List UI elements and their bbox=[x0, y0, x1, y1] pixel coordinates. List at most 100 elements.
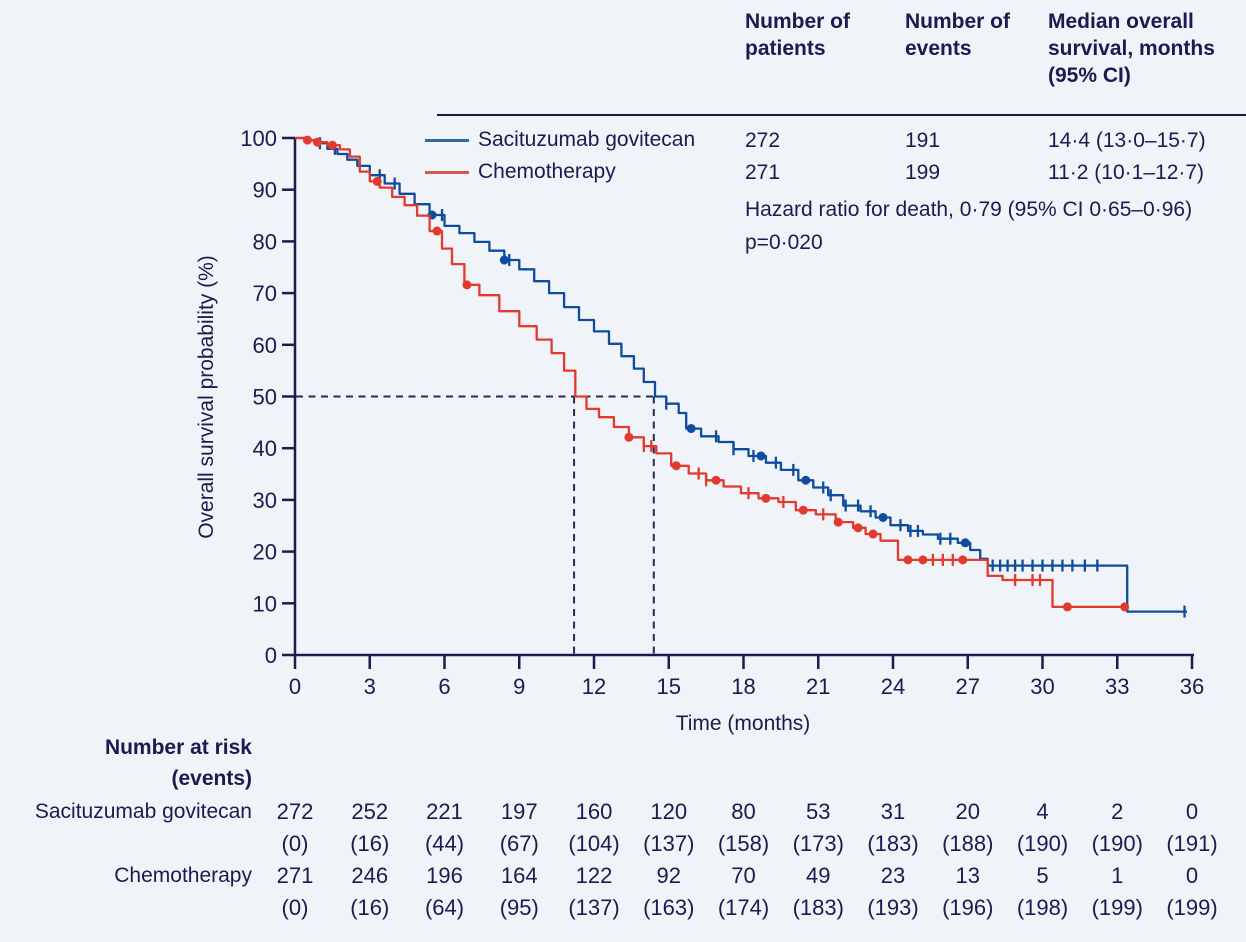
risk-cell: 122 bbox=[575, 863, 613, 888]
sacituzumab-median-os: 14·4 (13·0–15·7) bbox=[1048, 129, 1206, 152]
y-tick-label: 30 bbox=[253, 488, 277, 513]
risk-cell: (64) bbox=[424, 895, 465, 920]
risk-cell: 92 bbox=[656, 863, 681, 888]
risk-cell: (174) bbox=[717, 895, 770, 920]
x-tick-label: 33 bbox=[1105, 674, 1129, 699]
y-tick-label: 70 bbox=[253, 281, 277, 306]
risk-cell: (190) bbox=[1016, 831, 1069, 856]
risk-cell: 197 bbox=[500, 799, 538, 824]
y-tick-label: 80 bbox=[253, 229, 277, 254]
risk-cell: 246 bbox=[351, 863, 389, 888]
y-tick-label: 40 bbox=[253, 436, 277, 461]
x-tick-label: 15 bbox=[657, 674, 681, 699]
risk-row-sacituzumab-govitecan-counts: 272 252 221 197 160 120 80 53 31 20 4 2 0 bbox=[258, 799, 1230, 825]
col-header-number-of-patients: Number of patients bbox=[745, 10, 850, 60]
risk-cell: (0) bbox=[281, 831, 309, 856]
event-marker-chemotherapy bbox=[462, 280, 472, 290]
y-tick-label: 20 bbox=[253, 540, 277, 565]
x-tick-label: 0 bbox=[289, 674, 301, 699]
event-marker-sacituzumab-govitecan bbox=[756, 451, 766, 461]
x-tick-label: 18 bbox=[731, 674, 755, 699]
sacituzumab-n-events: 191 bbox=[905, 129, 941, 152]
col-header-number-of-events: Number of events bbox=[905, 10, 1010, 60]
risk-cell: (16) bbox=[350, 895, 390, 920]
risk-cell: 5 bbox=[1036, 863, 1049, 888]
event-marker-chemotherapy bbox=[624, 432, 634, 442]
chemotherapy-median-os: 11·2 (10·1–12·7) bbox=[1048, 161, 1205, 184]
event-marker-sacituzumab-govitecan bbox=[801, 475, 811, 485]
risk-cell: 31 bbox=[880, 799, 906, 824]
risk-cell: 4 bbox=[1036, 799, 1049, 824]
risk-cell: 164 bbox=[500, 863, 538, 888]
risk-cell: 0 bbox=[1185, 863, 1199, 888]
risk-cell: (196) bbox=[942, 895, 994, 920]
x-tick-label: 30 bbox=[1030, 674, 1054, 699]
x-tick-label: 3 bbox=[364, 674, 376, 699]
chemotherapy-n-patients: 271 bbox=[745, 161, 781, 184]
p-value-text: p=0·020 bbox=[745, 231, 823, 254]
stats-table-divider bbox=[437, 114, 1246, 116]
risk-cell: (183) bbox=[792, 895, 844, 920]
risk-cell: 70 bbox=[731, 863, 756, 888]
y-tick-label: 100 bbox=[240, 126, 277, 151]
risk-row-chemotherapy-counts: 271 246 196 164 122 92 70 49 23 13 5 1 0 bbox=[258, 863, 1230, 889]
event-marker-chemotherapy bbox=[1062, 602, 1072, 612]
x-tick-label: 21 bbox=[806, 674, 830, 699]
event-marker-chemotherapy bbox=[903, 555, 913, 565]
y-tick-label: 0 bbox=[265, 643, 277, 668]
risk-cell: 221 bbox=[426, 799, 463, 824]
risk-cell: 53 bbox=[806, 799, 831, 824]
risk-cell: (67) bbox=[499, 831, 539, 856]
y-tick-label: 60 bbox=[253, 333, 277, 358]
event-marker-chemotherapy bbox=[432, 226, 442, 236]
risk-cell: 0 bbox=[1185, 799, 1199, 824]
risk-cell: (137) bbox=[568, 895, 620, 920]
event-marker-chemotherapy bbox=[761, 493, 771, 503]
legend-line-chemotherapy bbox=[425, 171, 469, 174]
chemotherapy-n-events: 199 bbox=[905, 161, 941, 184]
sacituzumab-n-patients: 272 bbox=[745, 129, 781, 152]
x-tick-label: 27 bbox=[956, 674, 980, 699]
legend-line-sacituzumab bbox=[425, 139, 469, 142]
risk-cell: (163) bbox=[643, 895, 695, 920]
risk-cell: 120 bbox=[650, 799, 688, 824]
legend-label-chemotherapy: Chemotherapy bbox=[478, 160, 616, 183]
risk-cell: 49 bbox=[806, 863, 831, 888]
risk-cell: (104) bbox=[568, 831, 620, 856]
col-header-median-os: Median overall survival, months (95% CI) bbox=[1048, 10, 1215, 87]
risk-cell: (44) bbox=[424, 831, 465, 856]
hazard-ratio-text: Hazard ratio for death, 0·79 (95% CI 0·6… bbox=[745, 198, 1193, 221]
event-marker-chemotherapy bbox=[302, 135, 312, 145]
risk-cell: (199) bbox=[1091, 895, 1143, 920]
event-marker-chemotherapy bbox=[918, 555, 928, 565]
risk-row-chemotherapy-events: (0) (16) (64) (95) (137) (163) (174) (183) (193)… bbox=[258, 895, 1230, 921]
risk-cell: 23 bbox=[880, 863, 906, 888]
event-marker-chemotherapy bbox=[372, 176, 382, 186]
risk-cell: 196 bbox=[426, 863, 463, 888]
risk-table-header-line2: (events) bbox=[171, 767, 252, 790]
x-tick-label: 12 bbox=[582, 674, 606, 699]
event-marker-chemotherapy bbox=[671, 461, 681, 471]
risk-cell: 1 bbox=[1111, 863, 1124, 888]
risk-cell: (199) bbox=[1166, 895, 1218, 920]
risk-cell: (190) bbox=[1091, 831, 1143, 856]
y-tick-label: 50 bbox=[253, 385, 277, 410]
risk-cell: (198) bbox=[1016, 895, 1069, 920]
risk-cell: (0) bbox=[281, 895, 309, 920]
risk-cell: (137) bbox=[643, 831, 695, 856]
event-marker-chemotherapy bbox=[958, 555, 968, 565]
risk-cell: 160 bbox=[575, 799, 613, 824]
risk-cell: 2 bbox=[1111, 799, 1124, 824]
risk-cell: (193) bbox=[867, 895, 919, 920]
event-marker-chemotherapy bbox=[833, 517, 843, 527]
survival-curve-sacituzumab-govitecan bbox=[295, 136, 1187, 613]
risk-table-header-line1: Number at risk bbox=[104, 736, 252, 759]
legend-label-sacituzumab: Sacituzumab govitecan bbox=[478, 128, 696, 151]
x-axis-title: Time (months) bbox=[675, 712, 811, 735]
risk-cell: 80 bbox=[731, 799, 756, 824]
event-marker-sacituzumab-govitecan bbox=[878, 512, 888, 522]
event-marker-sacituzumab-govitecan bbox=[499, 255, 509, 265]
event-marker-sacituzumab-govitecan bbox=[686, 424, 696, 434]
risk-cell: (173) bbox=[792, 831, 844, 856]
